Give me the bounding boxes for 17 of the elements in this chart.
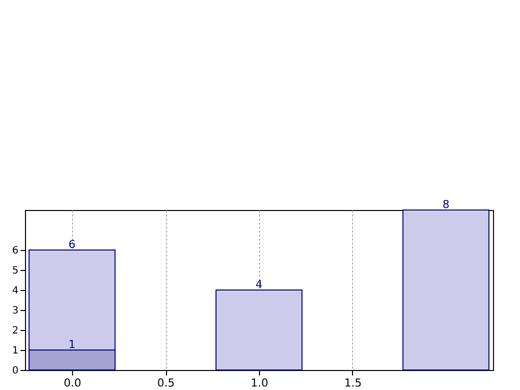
y-tick-label: 1 [12,346,18,356]
y-tick-label: 6 [12,246,18,256]
bar [402,210,490,370]
y-tick-label: 0 [12,366,18,376]
y-tick-label: 4 [12,286,18,296]
data-label: 4 [256,278,262,291]
x-tick-label: 0.5 [157,376,175,390]
data-label: 8 [442,198,450,211]
x-tick-label: 0.0 [64,376,82,390]
y-tick-label: 3 [12,306,18,316]
x-tick-label: 1.0 [250,376,268,390]
data-label: 1 [68,338,76,351]
y-tick-label: 5 [12,266,18,276]
x-tick-label: 1.5 [344,376,362,390]
data-label: 6 [68,238,76,251]
bar [216,290,302,370]
y-tick-label: 2 [12,326,18,336]
